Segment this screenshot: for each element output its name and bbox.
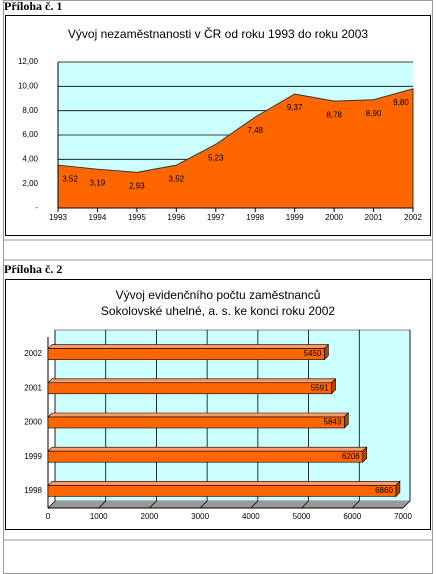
grid-floor-line	[199, 500, 208, 509]
x-tick-label: 1997	[207, 213, 225, 222]
area	[57, 88, 414, 209]
value-label: 8,90	[366, 109, 382, 118]
x-tick-label: 1996	[167, 213, 185, 222]
value-label: 6206	[342, 452, 360, 461]
value-label: 9,80	[393, 98, 409, 107]
bar-top	[47, 481, 401, 486]
grid-floor-line	[402, 500, 411, 509]
grid-floor-line	[352, 500, 360, 509]
x-tick-label: 1994	[89, 213, 107, 222]
bar-top	[47, 412, 350, 418]
y-tick-label: 1999	[24, 452, 42, 461]
bar	[47, 382, 332, 395]
value-label: 3,19	[90, 178, 106, 187]
bar-top	[47, 344, 330, 349]
value-label: 8,78	[326, 110, 342, 119]
x-tick-label: 1998	[246, 213, 264, 222]
bar-top	[47, 446, 368, 452]
value-label: 7,48	[247, 126, 263, 135]
value-label: 5591	[311, 383, 329, 392]
grid-floor-line	[301, 500, 309, 509]
value-label: 9,37	[287, 103, 303, 112]
value-label: 2,93	[129, 181, 145, 190]
y-tick-label: 8,00	[22, 106, 38, 115]
y-tick-label: 12,00	[18, 57, 39, 66]
bar	[47, 450, 364, 463]
y-tick-label: 6,00	[22, 130, 38, 139]
grid-floor-line	[250, 500, 259, 509]
chart-title: Vývoj nezaměstnanosti v ČR od roku 1993 …	[68, 26, 369, 41]
value-label: 3,52	[62, 174, 78, 183]
grid-floor-line	[47, 500, 56, 509]
y-tick-label: 2000	[24, 418, 42, 427]
x-tick-label: 0	[46, 512, 51, 521]
value-label: 5450	[304, 349, 322, 358]
bar	[47, 348, 325, 360]
grid-floor-line	[98, 500, 106, 509]
x-tick-label: 7000	[394, 512, 412, 521]
value-label: 6860	[375, 486, 393, 495]
bar	[47, 485, 397, 497]
annex-label: Příloha č. 1	[4, 0, 62, 13]
y-tick-label: -	[35, 203, 38, 212]
value-label: 3,52	[169, 174, 185, 183]
bar	[47, 416, 345, 429]
y-tick-label: 2002	[24, 349, 42, 358]
y-tick-label: 4,00	[22, 154, 38, 163]
plot-floor	[48, 501, 410, 508]
x-tick-label: 2000	[325, 213, 343, 222]
y-tick-label: 1998	[24, 486, 42, 495]
chart-title: Sokolovské uhelné, a. s. ke konci roku 2…	[101, 304, 335, 318]
y-tick-label: 10,00	[18, 81, 39, 90]
annex-label: Příloha č. 2	[4, 262, 62, 276]
y-tick-label: 2001	[24, 383, 42, 392]
value-label: 5,23	[208, 153, 224, 162]
x-tick-label: 3000	[191, 512, 209, 521]
x-tick-label: 1993	[49, 213, 67, 222]
x-tick-label: 1999	[286, 213, 304, 222]
x-tick-label: 2002	[404, 213, 422, 222]
y-tick-label: 2,00	[22, 179, 38, 188]
chart-title: Vývoj evidenčního počtu zaměstnanců	[116, 288, 321, 302]
x-tick-label: 1995	[128, 213, 146, 222]
x-tick-label: 1000	[90, 512, 108, 521]
value-label: 5843	[324, 418, 342, 427]
x-tick-label: 2000	[141, 512, 159, 521]
x-tick-label: 2001	[365, 213, 383, 222]
bar-top	[47, 378, 337, 384]
grid-floor-line	[149, 500, 157, 509]
x-tick-label: 6000	[343, 512, 361, 521]
x-tick-label: 4000	[242, 512, 260, 521]
x-tick-label: 5000	[293, 512, 311, 521]
